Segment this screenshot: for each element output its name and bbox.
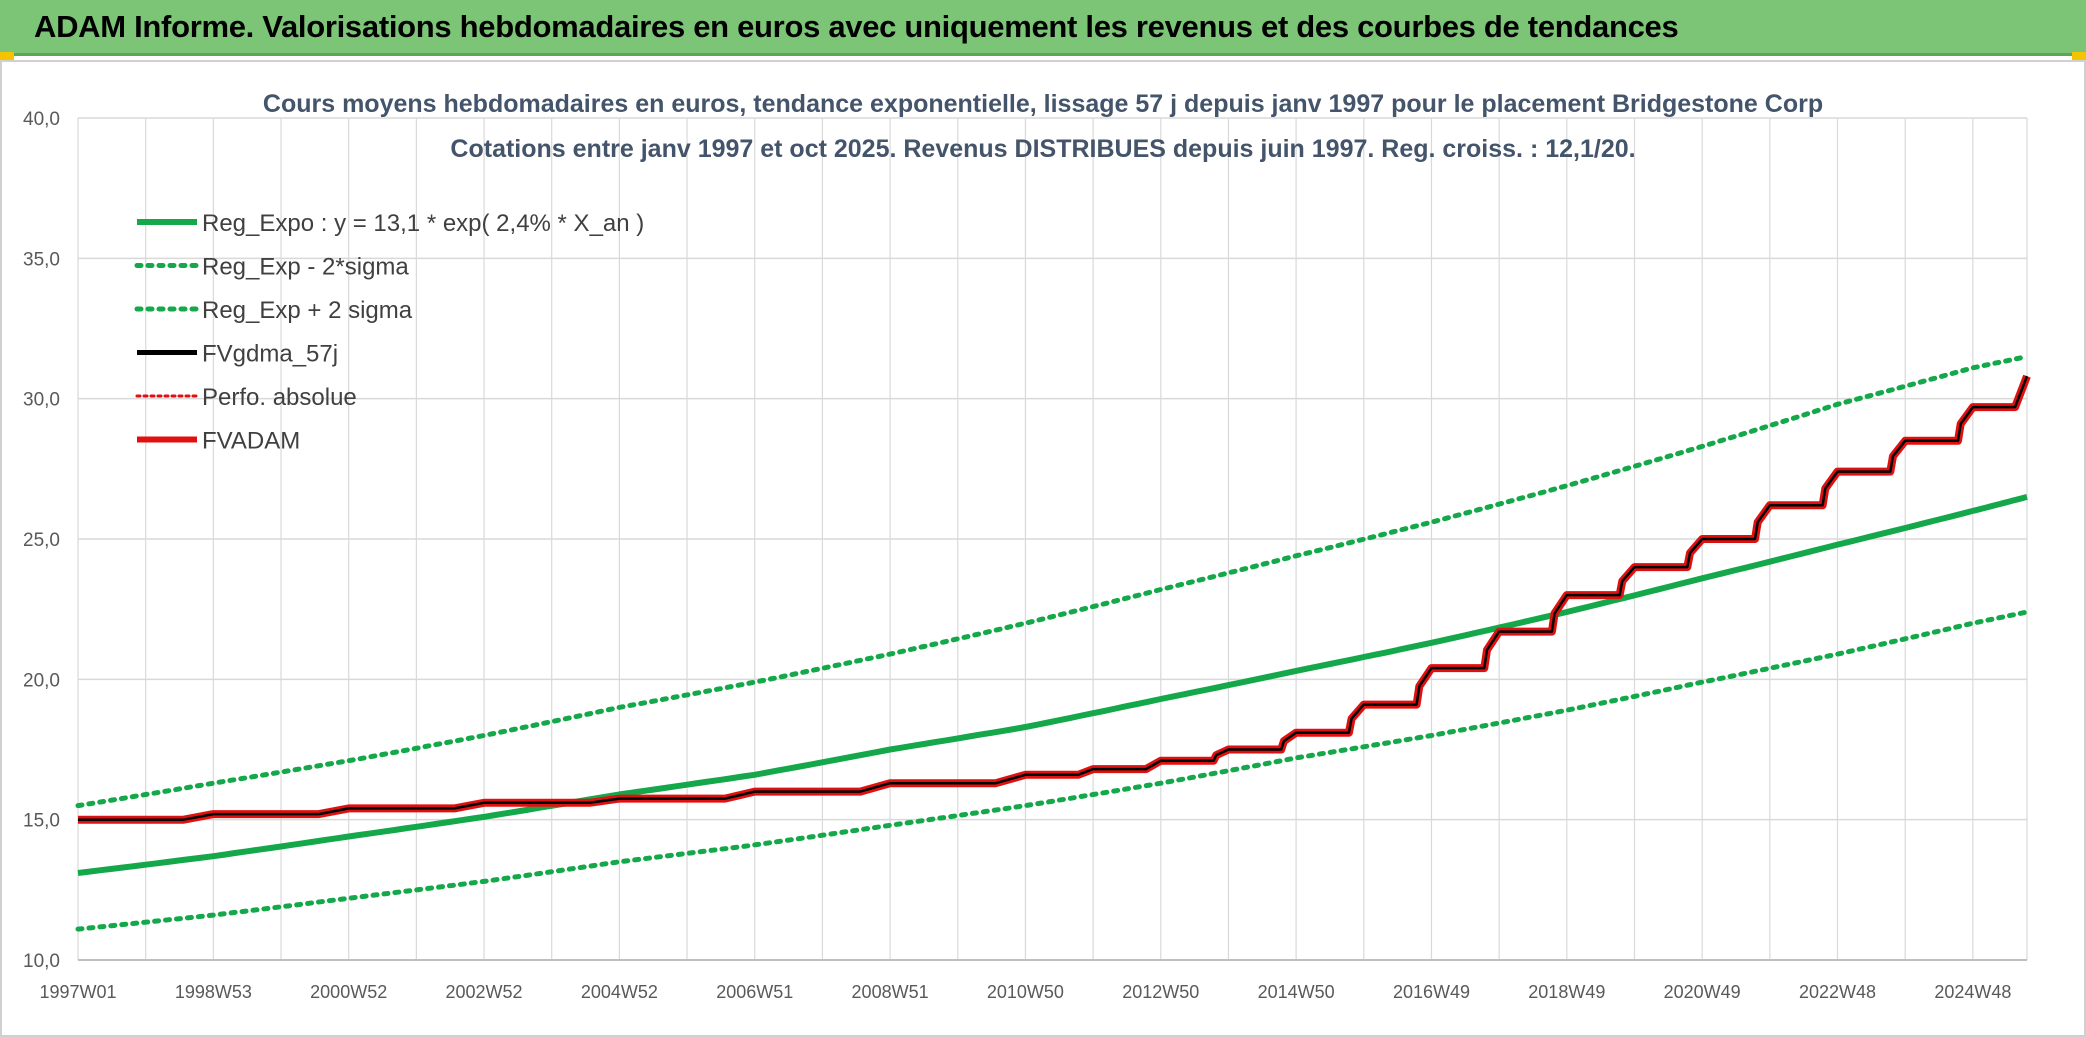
x-tick-label: 2018W49 <box>1528 982 1605 1002</box>
chart-area <box>0 60 2086 1037</box>
x-tick-label: 2006W51 <box>716 982 793 1002</box>
chart-subtitle: Cotations entre janv 1997 et oct 2025. R… <box>450 135 1635 163</box>
y-tick-label: 35,0 <box>23 249 60 270</box>
chart-title: Cours moyens hebdomadaires en euros, ten… <box>263 90 1823 118</box>
series-layer <box>75 354 2031 932</box>
x-tick-label: 2008W51 <box>852 982 929 1002</box>
series-line-1 <box>75 609 2030 932</box>
corner-marker-left <box>0 52 14 60</box>
legend-label-1: Reg_Exp - 2*sigma <box>202 254 409 281</box>
x-tick-label: 2000W52 <box>310 982 387 1002</box>
axes: 10,0 15,0 20,0 25,0 30,0 35,0 40,0 1997W01 1998W… <box>23 109 2027 1002</box>
series-line-3 <box>78 375 2029 821</box>
x-tick-label: 2002W52 <box>446 982 523 1002</box>
series-line-2 <box>75 354 2030 809</box>
y-tick-label: 30,0 <box>23 390 60 411</box>
legend-label-3: FVgdma_57j <box>202 341 338 368</box>
x-tick-label: 2024W48 <box>1934 982 2011 1002</box>
x-tick-label: 1998W53 <box>175 982 252 1002</box>
series-line-5 <box>78 374 2031 824</box>
x-tick-label: 2014W50 <box>1258 982 1335 1002</box>
x-tick-label: 2010W50 <box>987 982 1064 1002</box>
legend: Reg_Expo : y = 13,1 * exp( 2,4% * X_an )… <box>134 210 644 455</box>
series-line-0 <box>77 494 2028 876</box>
legend-label-5: FVADAM <box>202 428 300 455</box>
y-tick-label: 40,0 <box>23 109 60 130</box>
legend-label-2: Reg_Exp + 2 sigma <box>202 297 413 324</box>
corner-marker-right <box>2072 52 2086 60</box>
x-tick-label: 2004W52 <box>581 982 658 1002</box>
legend-label-4: Perfo. absolue <box>202 384 357 411</box>
y-tick-label: 15,0 <box>23 811 60 832</box>
x-tick-label: 2012W50 <box>1122 982 1199 1002</box>
y-tick-label: 10,0 <box>23 951 60 972</box>
report-banner: ADAM Informe. Valorisations hebdomadaire… <box>0 0 2086 56</box>
y-tick-label: 20,0 <box>23 670 60 691</box>
x-tick-label: 2022W48 <box>1799 982 1876 1002</box>
x-tick-label: 1997W01 <box>39 982 116 1002</box>
legend-label-0: Reg_Expo : y = 13,1 * exp( 2,4% * X_an ) <box>202 210 644 237</box>
report-title: ADAM Informe. Valorisations hebdomadaire… <box>34 9 1679 44</box>
x-tick-label: 2020W49 <box>1664 982 1741 1002</box>
y-tick-label: 25,0 <box>23 530 60 551</box>
x-tick-label: 2016W49 <box>1393 982 1470 1002</box>
